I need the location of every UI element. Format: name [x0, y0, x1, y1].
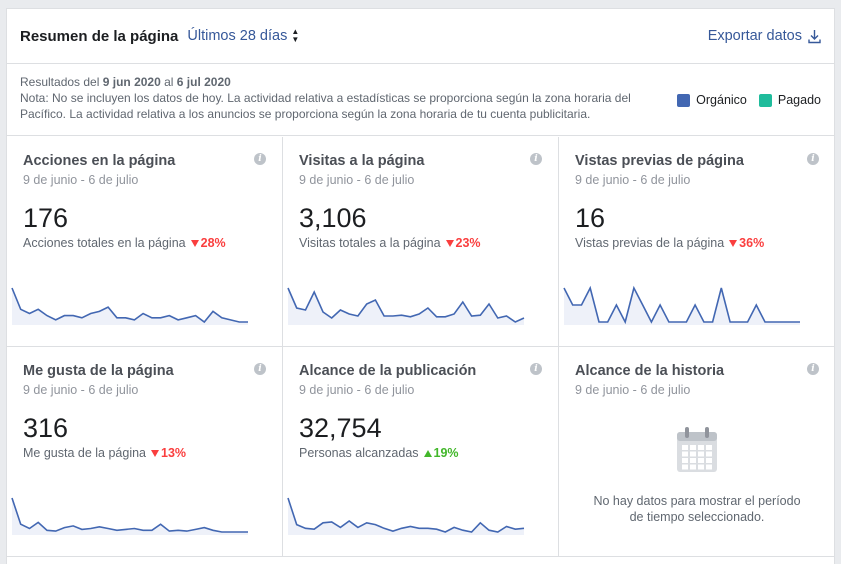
trend-down-icon [445, 239, 454, 247]
metric-change: 19% [423, 446, 459, 460]
metric-card[interactable]: Visitas a la página 9 de junio - 6 de jul… [283, 137, 559, 347]
info-icon[interactable]: i [807, 153, 819, 165]
metric-title: Visitas a la página [299, 153, 425, 169]
trend-up-icon [423, 449, 432, 457]
download-icon [808, 29, 821, 43]
organic-swatch [677, 93, 691, 107]
metric-period: 9 de junio - 6 de julio [575, 173, 691, 187]
metric-title: Me gusta de la página [23, 363, 174, 379]
sparkline-line [288, 288, 524, 322]
metric-change: 28% [190, 236, 226, 250]
summary-title: Resumen de la página [20, 27, 179, 45]
metric-value: 32,754 [299, 413, 382, 443]
results-range: Resultados del 9 jun 2020 al 6 jul 2020 [20, 75, 231, 89]
legend-organic: Orgánico [677, 92, 747, 108]
timezone-note: Nota: No se incluyen los datos de hoy. L… [20, 91, 631, 121]
metric-card[interactable]: Alcance de la historia 9 de junio - 6 de … [559, 347, 835, 557]
trend-down-icon [151, 449, 160, 457]
sparkline-area [12, 498, 248, 535]
legend-paid: Pagado [758, 92, 821, 108]
calendar-icon [677, 427, 717, 472]
sparkline-line [288, 498, 524, 532]
paid-swatch [758, 93, 772, 107]
sparkline-chart [12, 285, 248, 325]
export-data-label: Exportar datos [707, 28, 802, 44]
metric-value: 316 [23, 413, 69, 443]
page-summary-panel: Resumen de la página Últimos 28 días ▲ ▼ … [6, 8, 835, 564]
empty-state: No hay datos para mostrar el período de … [559, 427, 835, 525]
trend-down-icon [190, 239, 199, 247]
metric-title: Alcance de la historia [575, 363, 725, 379]
sparkline-chart [564, 285, 800, 325]
metric-value: 176 [23, 203, 69, 233]
sparkline-chart [288, 285, 524, 325]
metric-change: 23% [445, 236, 481, 250]
metric-value: 3,106 [299, 203, 367, 233]
metric-description: Me gusta de la página 13% [23, 446, 187, 460]
summary-header: Resumen de la página Últimos 28 días ▲ ▼ … [7, 9, 834, 64]
metric-period: 9 de junio - 6 de julio [299, 383, 415, 397]
metric-period: 9 de junio - 6 de julio [23, 383, 139, 397]
metric-period: 9 de junio - 6 de julio [575, 383, 691, 397]
metric-title: Alcance de la publicación [299, 363, 477, 379]
metric-period: 9 de junio - 6 de julio [299, 173, 415, 187]
metric-description: Vistas previas de la página 36% [575, 236, 765, 250]
results-start-date: 9 jun 2020 [102, 75, 161, 89]
export-data-button[interactable]: Exportar datos [708, 28, 821, 44]
date-range-selector[interactable]: Últimos 28 días ▲ ▼ [187, 27, 300, 45]
metric-title: Acciones en la página [23, 153, 176, 169]
up-down-arrows-icon: ▲ ▼ [291, 27, 300, 44]
results-end-date: 6 jul 2020 [176, 75, 231, 89]
legend: Orgánico Pagado [665, 92, 821, 108]
metric-value: 16 [575, 203, 606, 233]
empty-message: No hay datos para mostrar el período de … [593, 494, 801, 524]
sparkline-area [288, 288, 524, 325]
sparkline-chart [288, 495, 524, 535]
info-icon[interactable]: i [530, 153, 542, 165]
info-icon[interactable]: i [530, 363, 542, 375]
metric-period: 9 de junio - 6 de julio [23, 173, 139, 187]
info-icon[interactable]: i [807, 363, 819, 375]
metric-description: Acciones totales en la página 28% [23, 236, 226, 250]
info-icon[interactable]: i [254, 153, 266, 165]
metric-title: Vistas previas de página [575, 153, 744, 169]
info-icon[interactable]: i [254, 363, 266, 375]
metric-card[interactable]: Alcance de la publicación 9 de junio - 6 … [283, 347, 559, 557]
results-notes: Resultados del 9 jun 2020 al 6 jul 2020 … [7, 64, 834, 136]
sparkline-area [564, 288, 800, 325]
metric-card[interactable]: Acciones en la página 9 de junio - 6 de j… [7, 137, 283, 347]
sparkline-line [12, 288, 248, 322]
sparkline-chart [12, 495, 248, 535]
trend-down-icon [729, 239, 738, 247]
metric-card[interactable]: Me gusta de la página 9 de junio - 6 de j… [7, 347, 283, 557]
sparkline-area [288, 498, 524, 535]
metric-card[interactable]: Vistas previas de página 9 de junio - 6 d… [559, 137, 835, 347]
date-range-label: Últimos 28 días [187, 28, 288, 44]
metric-description: Personas alcanzadas 19% [299, 446, 459, 460]
sparkline-line [564, 288, 800, 322]
sparkline-line [12, 498, 248, 532]
metric-description: Visitas totales a la página 23% [299, 236, 481, 250]
metric-change: 36% [729, 236, 764, 250]
metric-change: 13% [151, 446, 186, 460]
